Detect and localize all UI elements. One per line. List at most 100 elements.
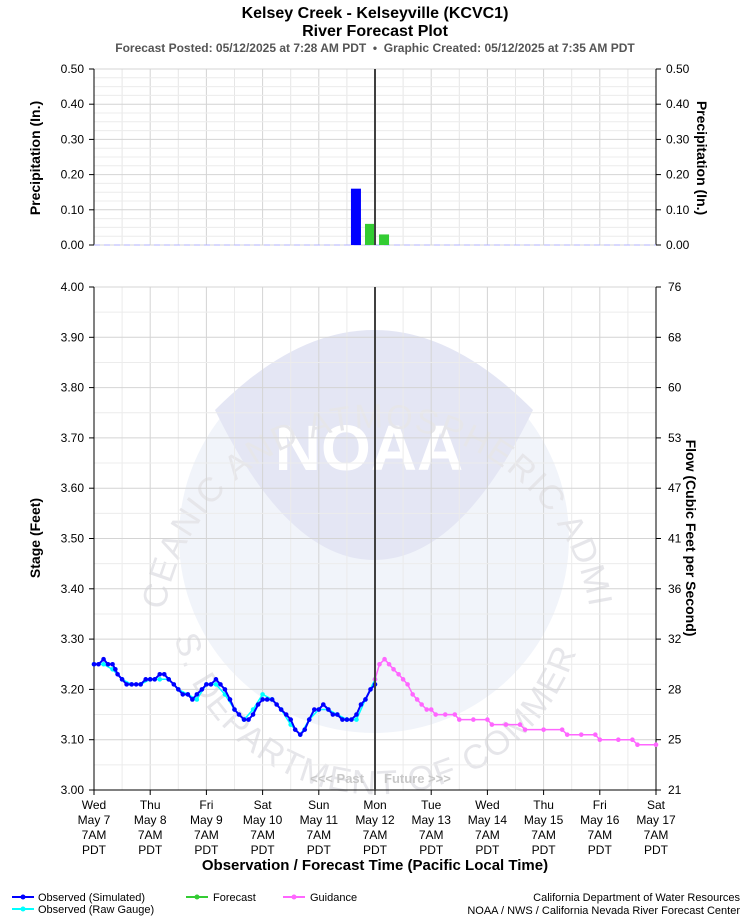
flow-ytick-label: 36 [668, 582, 682, 596]
stage-ytick-label: 3.60 [61, 481, 85, 495]
precip-ytick-label: 0.50 [61, 62, 85, 76]
x-tick-label: Sat [254, 798, 273, 812]
x-tick-label: May 8 [134, 813, 167, 827]
observed-simulated-point [288, 717, 294, 722]
x-axis-label: Observation / Forecast Time (Pacific Loc… [202, 857, 548, 874]
guidance-point [541, 727, 546, 732]
x-tick-label: 7AM [419, 828, 444, 842]
observed-simulated-point [335, 712, 340, 717]
precip-ytick-label-right: 0.10 [666, 203, 690, 217]
guidance-point [457, 717, 462, 722]
precip-ytick-label: 0.00 [61, 238, 85, 252]
flow-ytick-label: 68 [668, 330, 682, 344]
guidance-point [428, 707, 434, 712]
legend-observed-raw-label: Observed (Raw Gauge) [38, 904, 154, 916]
legend-forecast-label: Forecast [213, 892, 256, 904]
guidance-point [630, 737, 635, 742]
stage-ytick-label: 3.80 [61, 381, 85, 395]
x-tick-label: Thu [533, 798, 554, 812]
flow-ytick-label: 47 [668, 481, 682, 495]
observed-simulated-point [326, 707, 331, 712]
x-tick-label: PDT [82, 843, 107, 857]
x-tick-label: PDT [138, 843, 163, 857]
guidance-point [616, 737, 621, 742]
x-tick-label: Tue [421, 798, 442, 812]
x-tick-label: 7AM [475, 828, 500, 842]
watermark-logo-text: NOAA [275, 412, 463, 484]
observed-simulated-point [358, 702, 364, 707]
observed-simulated-point [227, 697, 233, 702]
x-tick-label: Fri [593, 798, 607, 812]
x-tick-label: May 10 [243, 813, 283, 827]
observed-raw-point [194, 697, 200, 702]
x-tick-label: PDT [532, 843, 557, 857]
observed-simulated-point [147, 677, 153, 682]
x-tick-label: Mon [363, 798, 386, 812]
observed-simulated-point [274, 702, 279, 707]
stage-ytick-label: 3.00 [61, 783, 85, 797]
observed-simulated-point [255, 702, 261, 707]
x-tick-label: Sat [647, 798, 666, 812]
flow-ytick-label: 25 [668, 733, 682, 747]
observed-simulated-point [349, 717, 354, 722]
observed-simulated-point [115, 672, 120, 677]
x-tick-label: 7AM [363, 828, 388, 842]
observed-simulated-point [105, 661, 111, 667]
observed-simulated-point [312, 707, 317, 712]
x-tick-label: May 15 [524, 813, 564, 827]
guidance-point [653, 742, 659, 748]
legend: Observed (Simulated) Observed (Raw Gauge… [12, 892, 357, 916]
stage-ytick-label: 3.40 [61, 582, 85, 596]
flow-ytick-label: 41 [668, 532, 682, 546]
observed-simulated-point [101, 656, 106, 662]
observed-simulated-point [185, 692, 191, 697]
x-tick-label: May 17 [636, 813, 676, 827]
observed-simulated-point [316, 707, 322, 712]
stage-ytick-label: 3.10 [61, 733, 85, 747]
footer-agency: California Department of Water Resources [533, 892, 740, 904]
x-tick-label: PDT [251, 843, 276, 857]
chart-title: Kelsey Creek - Kelseyville (KCVC1) [242, 5, 509, 22]
observed-simulated-point [208, 682, 214, 687]
observed-simulated-point [113, 666, 118, 672]
observed-simulated-point [344, 717, 350, 722]
guidance-point [386, 661, 392, 667]
observed-simulated-point [368, 687, 373, 692]
x-tick-label: 7AM [250, 828, 275, 842]
x-tick-label: Sun [308, 798, 329, 812]
precip-ylabel-right: Precipitation (In.) [694, 101, 710, 215]
x-tick-label: 7AM [306, 828, 331, 842]
stage-yticks: 3.00 21 3.10 25 3.20 28 3.30 32 3.40 36 3.50 41 3.60… [61, 280, 682, 797]
x-tick-label: PDT [194, 843, 219, 857]
observed-raw-point [354, 717, 359, 722]
observed-simulated-point [91, 661, 97, 667]
observed-simulated-point [166, 677, 172, 682]
x-tick-label: PDT [419, 843, 444, 857]
stage-ytick-label: 3.90 [61, 330, 85, 344]
observed-simulated-point [190, 697, 195, 702]
legend-observed-raw: Observed (Raw Gauge) [12, 904, 154, 916]
stage-ytick-label: 3.50 [61, 532, 85, 546]
flow-ytick-label: 60 [668, 381, 682, 395]
footer-rfc: NOAA / NWS / California Nevada River For… [467, 905, 740, 917]
precip-ytick-label-right: 0.30 [666, 132, 690, 146]
observed-simulated-point [96, 661, 101, 667]
x-tick-label: Wed [475, 798, 499, 812]
observed-simulated-point [283, 712, 289, 717]
precip-bar [350, 188, 361, 245]
precip-bar [365, 223, 375, 245]
guidance-point [503, 722, 509, 727]
x-tick-label: PDT [363, 843, 388, 857]
observed-simulated-point [292, 727, 298, 732]
x-tick-label: PDT [644, 843, 669, 857]
observed-simulated-point [161, 672, 167, 677]
observed-simulated-point [129, 682, 134, 687]
precip-yticks: 0.00 0.00 0.10 0.10 0.20 0.20 0.30 0.30 0.40 0.40… [61, 62, 690, 252]
precip-ytick-label: 0.20 [61, 168, 85, 182]
x-tick-label: May 12 [355, 813, 395, 827]
guidance-point [410, 692, 415, 697]
observed-simulated-point [199, 687, 205, 692]
guidance-point [391, 666, 396, 672]
guidance-point [433, 712, 438, 717]
x-tick-label: May 11 [300, 813, 339, 827]
